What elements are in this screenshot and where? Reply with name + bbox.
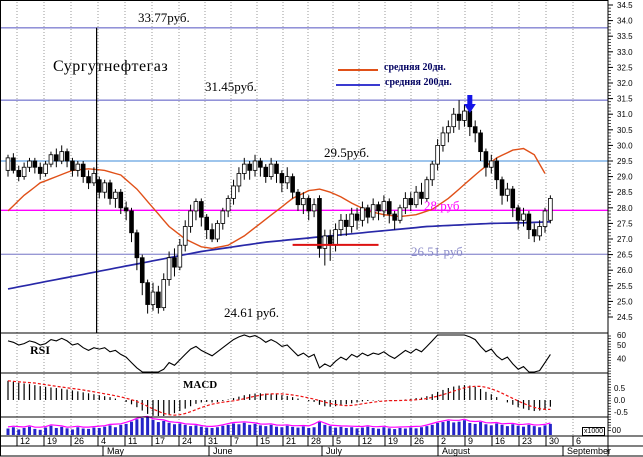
svg-text:26: 26 [74,436,84,446]
svg-text:0.0: 0.0 [614,396,626,405]
macd-signal-line [7,380,551,416]
svg-text:September: September [567,446,611,456]
svg-text:July: July [326,446,343,456]
svg-text:27.5: 27.5 [617,219,633,228]
legend-ma20-swatch [338,69,378,71]
svg-text:33.0: 33.0 [617,48,633,57]
candles [5,100,553,314]
svg-text:31: 31 [208,436,218,446]
svg-text:50: 50 [617,341,626,350]
svg-text:31.0: 31.0 [617,110,633,119]
svg-text:11: 11 [128,436,137,446]
price-axis: 34.5 34.0 33.5 33.0 32.5 32.0 31.5 31.0 30.5 30.0… [608,1,633,431]
svg-text:26.0: 26.0 [617,266,633,275]
down-arrow-icon [463,95,476,113]
svg-text:34.0: 34.0 [617,17,633,26]
svg-text:0.5: 0.5 [614,384,626,393]
svg-text:27.0: 27.0 [617,235,633,244]
svg-text:28.5: 28.5 [617,188,633,197]
svg-text:60: 60 [617,331,626,340]
svg-text:7: 7 [234,436,239,446]
svg-text:33.5: 33.5 [617,32,633,41]
low-marker-label: 24.61 руб. [224,305,280,320]
svg-text:4: 4 [101,436,106,446]
svg-text:30: 30 [549,436,559,446]
svg-text:29.0: 29.0 [617,173,633,182]
svg-text:21: 21 [286,436,296,446]
svg-text:29.5: 29.5 [617,157,633,166]
volume-ma-line [7,415,551,428]
svg-text:August: August [442,446,471,456]
svg-text:23: 23 [522,436,532,446]
svg-text:28.0: 28.0 [617,204,633,213]
date-axis: 12 19 26 4 11 17 24 31 7 15 21 28 5 12 19 26 2 9 16 23 30 6 Ma… [16,436,611,456]
instrument-title: Сургутнефтегаз [53,58,169,75]
svg-text:26.5: 26.5 [617,251,633,260]
svg-text:31.5: 31.5 [617,95,633,104]
svg-text:May: May [107,446,125,456]
svg-text:15: 15 [260,436,270,446]
volume-axis-tick: 00 [612,426,621,435]
svg-text:32.5: 32.5 [617,63,633,72]
volume-scale-label: x1000 [582,427,606,436]
annotations [96,27,476,333]
svg-text:12: 12 [362,436,372,446]
svg-text:5: 5 [336,436,341,446]
macd-panel-label: MACD [183,379,218,391]
level-label-28: 28 руб [424,198,460,213]
svg-text:40: 40 [617,355,626,364]
level-label-33-77: 33.77руб. [138,10,190,25]
svg-text:6: 6 [576,436,581,446]
svg-text:30.0: 30.0 [617,141,633,150]
legend-ma200-swatch [336,84,380,86]
svg-text:17: 17 [155,436,165,446]
ma200-line [7,220,551,290]
svg-text:25.5: 25.5 [617,282,633,291]
level-label-26-51: 26.51 руб [411,244,463,259]
svg-text:26: 26 [414,436,424,446]
svg-text:19: 19 [47,436,57,446]
svg-text:24.5: 24.5 [617,313,633,322]
rsi-panel-label: RSI [30,343,51,357]
ma20-line [7,147,546,250]
rsi-line [7,334,551,373]
svg-text:24: 24 [182,436,192,446]
svg-text:12: 12 [20,436,30,446]
svg-text:34.5: 34.5 [617,1,633,10]
gridlines [16,2,574,436]
svg-text:25.0: 25.0 [617,297,633,306]
svg-text:9: 9 [468,436,473,446]
svg-text:32.0: 32.0 [617,79,633,88]
legend-ma20-label: средняя 20дн. [384,62,446,73]
level-label-29-5: 29.5руб. [324,145,370,160]
svg-text:June: June [213,446,233,456]
level-lines [1,27,608,255]
volume-bars [6,415,552,435]
svg-text:2: 2 [441,436,446,446]
legend-ma200-label: средняя 200дн. [385,77,452,88]
svg-text:-0.5: -0.5 [614,408,628,417]
svg-text:28: 28 [311,436,321,446]
svg-text:16: 16 [495,436,505,446]
svg-text:30.5: 30.5 [617,126,633,135]
macd-histogram [7,380,551,416]
level-label-31-45: 31.45руб. [205,79,257,94]
svg-text:19: 19 [388,436,398,446]
